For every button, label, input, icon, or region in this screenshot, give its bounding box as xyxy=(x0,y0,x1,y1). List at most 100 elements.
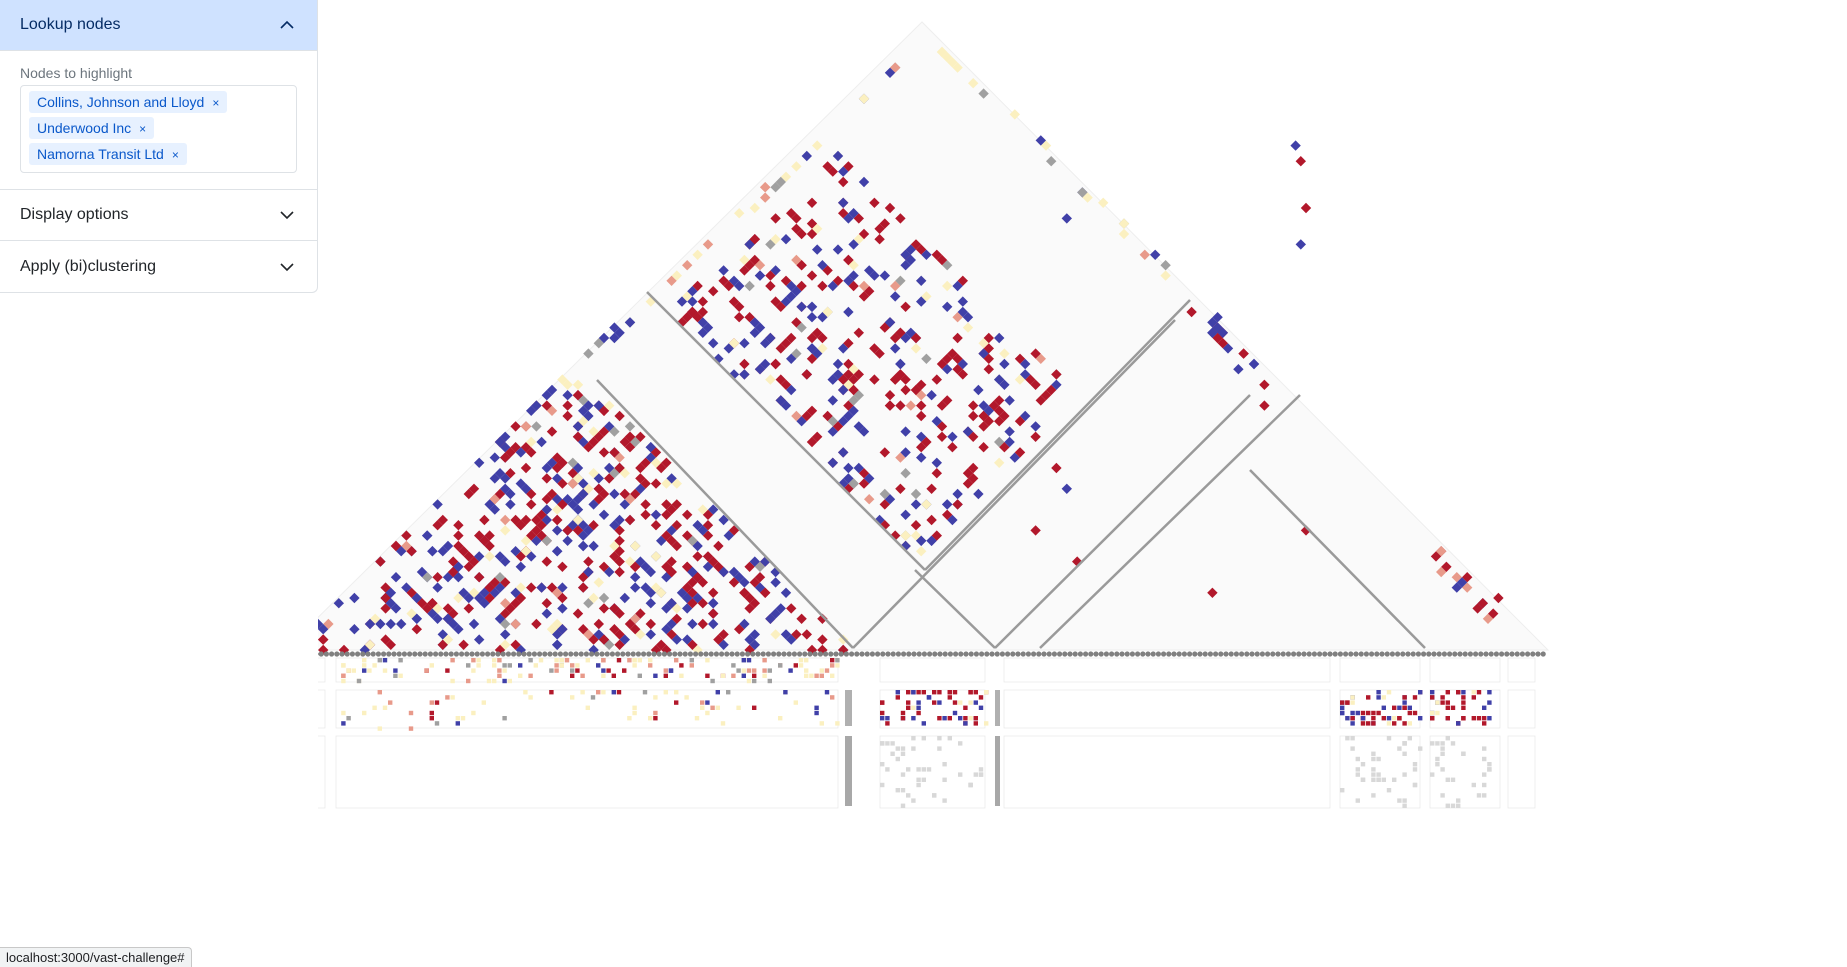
attribute-cell xyxy=(1402,695,1407,700)
attribute-cell xyxy=(1350,710,1355,716)
attribute-cell xyxy=(471,658,476,663)
matrix-cell xyxy=(848,239,859,250)
attribute-cell xyxy=(968,700,973,705)
attribute-cell xyxy=(580,690,585,695)
attribute-cell xyxy=(450,678,455,684)
node-dot xyxy=(932,651,938,657)
node-dot xyxy=(1176,651,1182,657)
matrix-cell xyxy=(614,535,625,546)
node-dot xyxy=(1317,651,1323,657)
node-dot xyxy=(927,651,933,657)
attribute-cell xyxy=(1402,803,1407,808)
attribute-cell xyxy=(466,678,471,684)
matrix-cell xyxy=(822,265,833,276)
highlight-nodes-input[interactable]: Collins, Johnson and Lloyd × Underwood In… xyxy=(20,85,297,173)
matrix-cell xyxy=(853,390,864,401)
remove-tag-icon[interactable]: × xyxy=(139,122,147,136)
attribute-cell xyxy=(700,700,705,705)
node-dot xyxy=(765,651,771,657)
matrix-cell xyxy=(796,322,807,333)
node-dot xyxy=(729,651,735,657)
matrix-cell xyxy=(489,504,500,515)
remove-tag-icon[interactable]: × xyxy=(212,96,220,110)
matrix-cell xyxy=(401,540,412,552)
attribute-cell xyxy=(809,673,814,678)
node-dot xyxy=(344,651,350,657)
matrix-cell xyxy=(1040,390,1052,401)
attribute-cell xyxy=(1440,700,1445,705)
remove-tag-icon[interactable]: × xyxy=(171,148,179,162)
matrix-cell xyxy=(973,384,984,396)
matrix-cell xyxy=(572,462,584,474)
attribute-cell xyxy=(408,710,414,716)
matrix-cell xyxy=(650,447,662,458)
matrix-cell xyxy=(1051,379,1062,390)
node-dot xyxy=(1239,651,1245,657)
node-dot xyxy=(651,651,657,657)
attribute-cell xyxy=(585,658,590,663)
matrix-cell xyxy=(858,468,870,479)
matrix-cell xyxy=(500,442,511,453)
attribute-cell xyxy=(653,673,658,678)
attribute-cell xyxy=(372,705,377,710)
matrix-cell xyxy=(520,462,532,474)
matrix-cell xyxy=(1118,218,1130,229)
matrix-cell xyxy=(318,634,329,645)
attribute-cell xyxy=(968,690,973,695)
sidebar: Lookup nodes Nodes to highlight Collins,… xyxy=(0,0,318,293)
matrix-cell xyxy=(942,364,953,375)
matrix-cell xyxy=(396,546,407,557)
lookup-nodes-header[interactable]: Lookup nodes xyxy=(0,0,317,51)
matrix-cell xyxy=(744,634,755,645)
matrix-cell xyxy=(578,520,589,531)
matrix-cell xyxy=(910,239,922,250)
matrix-cell xyxy=(1014,353,1026,364)
attribute-cell xyxy=(554,663,559,668)
attribute-cell xyxy=(653,716,658,721)
clustering-header[interactable]: Apply (bi)clustering xyxy=(0,241,317,292)
matrix-cell xyxy=(468,618,480,630)
node-dot xyxy=(630,651,636,657)
attribute-cell xyxy=(429,663,434,668)
matrix-cell xyxy=(838,478,849,489)
attribute-cell xyxy=(362,663,367,668)
attribute-cell xyxy=(885,767,890,772)
attribute-cell xyxy=(1471,695,1476,700)
attribute-cell xyxy=(538,658,544,663)
matrix-cell xyxy=(749,598,760,609)
node-dot xyxy=(661,651,667,657)
matrix-cell xyxy=(692,572,703,583)
attribute-cell xyxy=(880,741,885,746)
matrix-cell xyxy=(666,504,677,515)
matrix-cell xyxy=(687,587,698,598)
attribute-cell xyxy=(1440,751,1445,756)
attribute-cell xyxy=(1360,710,1366,716)
node-dot xyxy=(485,651,491,657)
matrix-cell xyxy=(474,551,485,562)
attribute-cell xyxy=(507,663,512,668)
attribute-cell xyxy=(1412,762,1418,767)
matrix-cell xyxy=(754,322,766,333)
attribute-cell xyxy=(726,690,731,695)
node-dot xyxy=(365,651,371,657)
matrix-cell xyxy=(546,457,558,468)
matrix-cell xyxy=(895,327,906,338)
node-dot xyxy=(1135,651,1141,657)
display-options-header[interactable]: Display options xyxy=(0,190,317,241)
matrix-cell xyxy=(702,551,714,562)
attribute-cell xyxy=(767,678,772,684)
adjacency-matrix[interactable] xyxy=(318,0,1847,967)
matrix-cell xyxy=(562,535,573,546)
node-dot xyxy=(1415,651,1421,657)
matrix-cell xyxy=(557,561,568,572)
node-dot xyxy=(687,651,693,657)
node-dot xyxy=(329,651,335,657)
node-dot xyxy=(1332,651,1338,657)
attribute-cell xyxy=(705,710,710,716)
matrix-cell xyxy=(978,442,989,453)
attribute-cell xyxy=(362,658,367,663)
matrix-cell xyxy=(598,634,610,645)
matrix-cell xyxy=(952,488,963,500)
attribute-cell xyxy=(653,710,658,716)
attribute-cell xyxy=(830,663,835,668)
